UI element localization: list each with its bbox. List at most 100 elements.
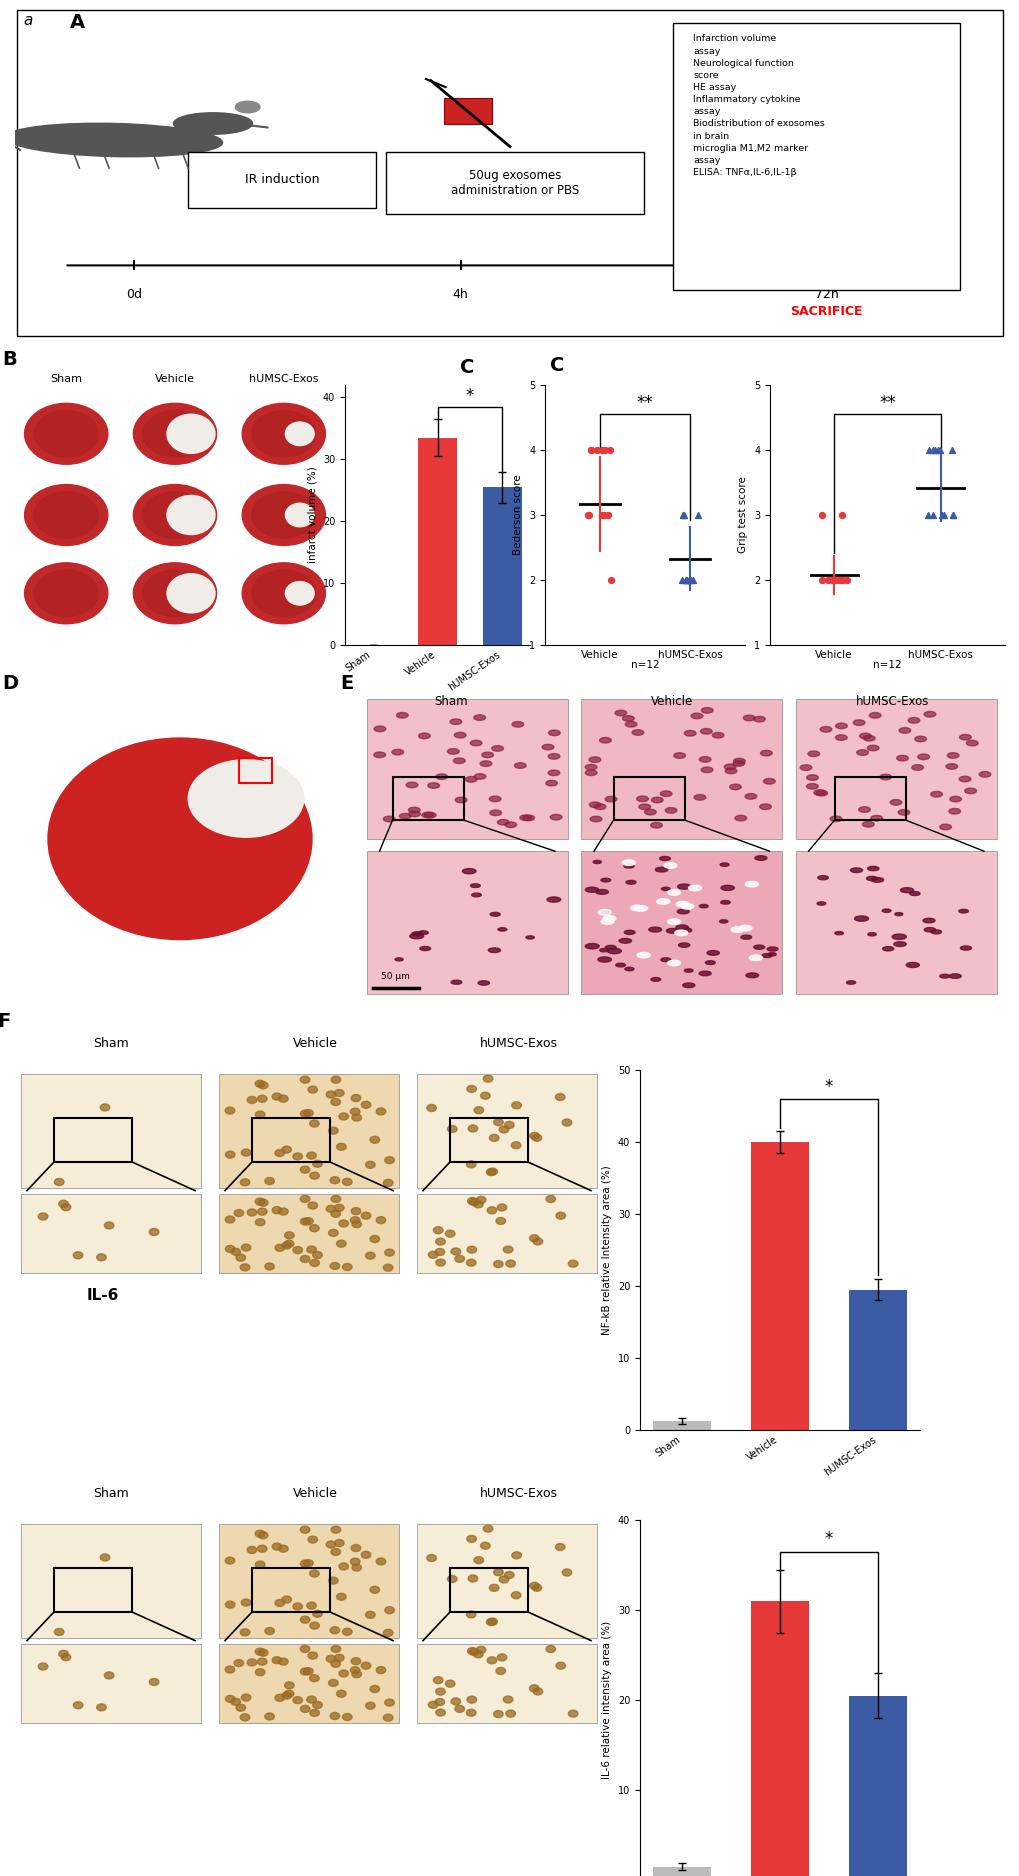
Circle shape	[300, 1645, 310, 1653]
Ellipse shape	[731, 927, 743, 932]
Circle shape	[361, 1101, 371, 1109]
Ellipse shape	[699, 904, 707, 908]
Circle shape	[958, 777, 970, 782]
Y-axis label: NF-kB relative Intensity area (%): NF-kB relative Intensity area (%)	[602, 1165, 611, 1336]
Ellipse shape	[420, 947, 430, 951]
Ellipse shape	[718, 919, 728, 923]
Ellipse shape	[585, 944, 598, 949]
Circle shape	[313, 1610, 322, 1617]
Ellipse shape	[676, 900, 689, 906]
Circle shape	[54, 1628, 64, 1636]
Circle shape	[255, 1561, 265, 1568]
Ellipse shape	[252, 492, 316, 538]
Circle shape	[545, 1645, 555, 1653]
Circle shape	[61, 1653, 70, 1660]
Circle shape	[225, 1152, 234, 1157]
Circle shape	[868, 713, 880, 719]
Point	[813, 565, 829, 595]
Point	[924, 501, 941, 531]
Ellipse shape	[167, 415, 215, 454]
Circle shape	[561, 1118, 572, 1126]
Ellipse shape	[667, 919, 680, 925]
Circle shape	[470, 741, 482, 747]
Circle shape	[497, 820, 508, 825]
Circle shape	[467, 1086, 476, 1092]
Circle shape	[424, 812, 435, 818]
Circle shape	[330, 1548, 340, 1555]
Circle shape	[326, 1204, 335, 1212]
Circle shape	[495, 1218, 505, 1225]
Bar	[848, 1696, 906, 1876]
Circle shape	[281, 1242, 291, 1249]
Point	[833, 501, 849, 531]
Circle shape	[272, 1544, 281, 1550]
Ellipse shape	[394, 959, 403, 961]
Ellipse shape	[5, 124, 222, 158]
Circle shape	[466, 1161, 476, 1169]
Text: Sham: Sham	[434, 694, 468, 707]
Circle shape	[351, 1208, 361, 1214]
Circle shape	[589, 801, 600, 807]
Circle shape	[467, 1696, 476, 1703]
Text: hUMSC-Exos: hUMSC-Exos	[249, 375, 318, 385]
Circle shape	[100, 1553, 110, 1561]
Ellipse shape	[600, 919, 613, 925]
Circle shape	[342, 1628, 352, 1636]
Circle shape	[247, 1546, 257, 1553]
Circle shape	[533, 1238, 542, 1246]
Ellipse shape	[585, 887, 598, 893]
Ellipse shape	[595, 889, 607, 895]
Circle shape	[699, 756, 710, 762]
Circle shape	[476, 1197, 485, 1203]
Circle shape	[862, 735, 874, 741]
Circle shape	[409, 810, 420, 816]
Circle shape	[351, 1544, 361, 1551]
Circle shape	[272, 1657, 281, 1664]
Circle shape	[330, 1176, 339, 1184]
Text: *: *	[824, 1079, 833, 1096]
Circle shape	[568, 1711, 578, 1717]
Ellipse shape	[462, 869, 476, 874]
Point	[596, 435, 612, 465]
Ellipse shape	[167, 574, 215, 613]
Circle shape	[399, 814, 411, 820]
Circle shape	[638, 805, 650, 810]
Circle shape	[555, 1662, 565, 1670]
Circle shape	[240, 1264, 250, 1270]
FancyBboxPatch shape	[366, 700, 568, 839]
Circle shape	[435, 1249, 444, 1255]
Circle shape	[914, 735, 925, 741]
Circle shape	[502, 1246, 513, 1253]
Circle shape	[149, 1229, 159, 1236]
Ellipse shape	[630, 904, 643, 910]
Circle shape	[911, 765, 922, 771]
Circle shape	[532, 1583, 541, 1591]
Circle shape	[255, 1649, 265, 1655]
Circle shape	[959, 734, 970, 739]
Circle shape	[225, 1246, 234, 1253]
FancyBboxPatch shape	[21, 1523, 201, 1638]
Text: IR induction: IR induction	[245, 173, 319, 186]
Ellipse shape	[930, 930, 941, 934]
Ellipse shape	[958, 910, 967, 914]
Circle shape	[391, 749, 404, 754]
Circle shape	[632, 730, 643, 735]
Circle shape	[258, 1082, 268, 1088]
Circle shape	[310, 1120, 319, 1127]
Circle shape	[278, 1208, 287, 1216]
Circle shape	[799, 765, 811, 771]
Circle shape	[330, 1713, 339, 1720]
Circle shape	[493, 1261, 502, 1268]
Circle shape	[292, 1246, 303, 1253]
Circle shape	[493, 1118, 502, 1126]
Circle shape	[862, 822, 873, 827]
Circle shape	[815, 790, 826, 795]
Ellipse shape	[35, 570, 98, 617]
Circle shape	[225, 1600, 234, 1608]
Circle shape	[445, 1681, 454, 1687]
Circle shape	[625, 722, 637, 728]
Circle shape	[342, 1713, 352, 1720]
Circle shape	[763, 779, 774, 784]
Circle shape	[300, 1615, 310, 1623]
Ellipse shape	[675, 930, 687, 936]
